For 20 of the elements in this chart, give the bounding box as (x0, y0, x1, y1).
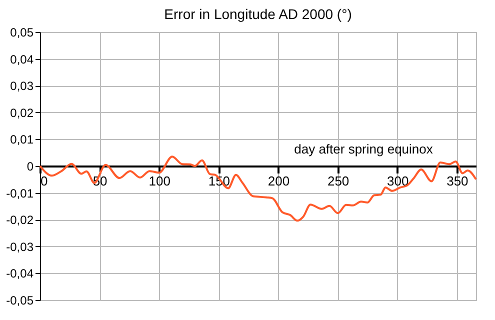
y-tick-label: -0,02 (6, 213, 34, 228)
x-axis-title: day after spring equinox (294, 142, 434, 156)
y-tick-label: 0,03 (10, 79, 34, 94)
x-tick-label: 200 (268, 174, 290, 188)
y-tick-label: 0,01 (10, 132, 34, 147)
x-tick-label: 0 (40, 174, 48, 188)
x-tick-label: 300 (387, 174, 409, 188)
y-tick-label: 0 (26, 160, 34, 174)
x-tick-label: 250 (327, 174, 350, 188)
y-tick-label: -0,03 (6, 240, 34, 254)
y-tick-label: 0,05 (10, 26, 34, 40)
y-tick-label: -0,01 (6, 186, 34, 200)
y-tick-label: 0,04 (10, 52, 34, 66)
chart-title: Error in Longitude AD 2000 (°) (164, 6, 352, 22)
x-tick-label: 350 (446, 174, 468, 188)
line-series (39, 156, 477, 222)
y-tick-label: -0,04 (6, 266, 34, 281)
y-tick-label: 0,02 (10, 106, 34, 120)
y-tick-label: -0,05 (6, 294, 34, 308)
x-tick-label: 100 (148, 174, 170, 188)
